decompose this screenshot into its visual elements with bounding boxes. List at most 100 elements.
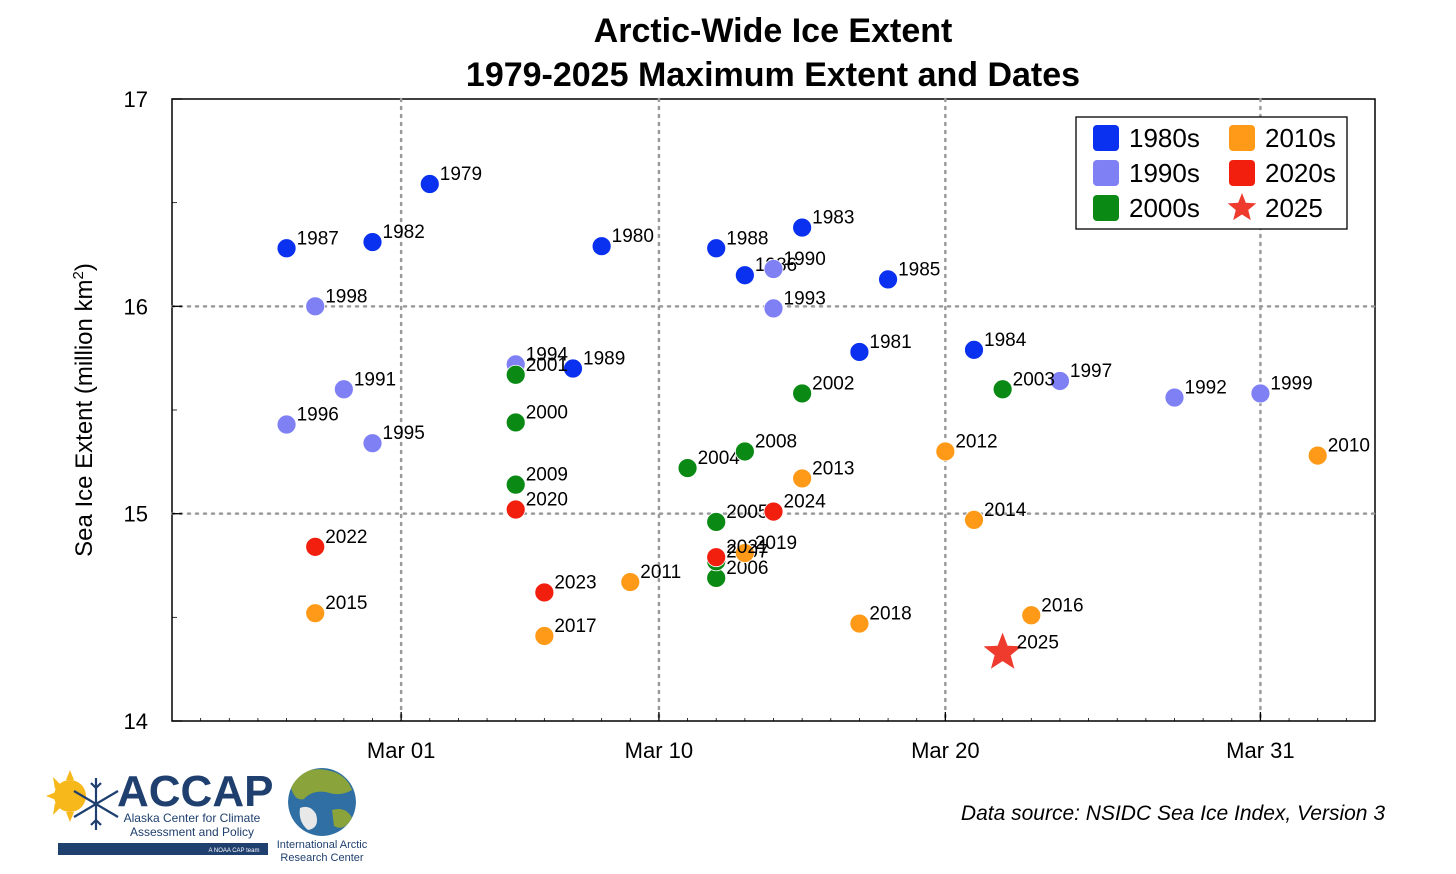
data-point: [1021, 605, 1042, 626]
data-label: 1984: [984, 330, 1027, 351]
data-point: [964, 509, 984, 530]
data-point: [1050, 371, 1070, 391]
data-label: 2009: [526, 465, 568, 486]
data-label: 1990: [784, 249, 826, 270]
data-point-star: [983, 632, 1022, 669]
data-label: 1991: [354, 369, 396, 390]
legend-swatch: [1229, 160, 1255, 186]
x-tick-label: Mar 31: [1226, 738, 1294, 763]
data-label: 2015: [325, 593, 367, 614]
data-point: [305, 536, 326, 557]
data-point: [276, 414, 297, 435]
data-label: 2000: [526, 402, 568, 423]
legend-label: 2000s: [1129, 193, 1200, 223]
y-tick-label: 15: [124, 502, 148, 527]
data-label: 2020: [526, 490, 568, 511]
data-point: [706, 238, 727, 259]
data-label: 2002: [812, 373, 854, 394]
data-label: 1994: [526, 344, 569, 365]
data-point: [534, 626, 555, 646]
data-point: [563, 358, 583, 379]
data-point: [333, 379, 354, 400]
accap-logo: ACCAP Alaska Center for Climate Assessme…: [46, 767, 273, 855]
data-label: 1985: [898, 259, 940, 280]
chart-subtitle: 1979-2025 Maximum Extent and Dates: [466, 56, 1080, 94]
data-point: [505, 474, 526, 495]
y-tick-label: 17: [124, 87, 148, 112]
data-label: 2008: [755, 431, 797, 452]
y-axis-label-main: Sea Ice Extent (million km: [71, 279, 98, 556]
sun-icon: [46, 770, 86, 822]
data-point: [620, 572, 641, 592]
data-point: [734, 441, 755, 462]
accap-tag-bar: [58, 843, 268, 855]
x-tick-label: Mar 01: [367, 738, 435, 763]
data-point: [1250, 383, 1271, 404]
data-point: [992, 379, 1013, 400]
data-point: [849, 613, 870, 634]
data-label: 1992: [1185, 378, 1227, 399]
data-label: 2022: [325, 527, 367, 548]
data-point: [591, 236, 612, 257]
data-label: 1996: [297, 405, 339, 426]
iarc-name-line2: Research Center: [280, 852, 363, 864]
legend-label: 2010s: [1265, 123, 1336, 153]
data-point: [419, 174, 440, 194]
data-point: [792, 383, 813, 404]
data-point: [792, 217, 813, 238]
accap-subtitle-line2: Assessment and Policy: [130, 825, 254, 839]
accap-subtitle-line1: Alaska Center for Climate: [124, 811, 261, 825]
data-label: 1988: [726, 228, 768, 249]
data-point: [849, 342, 870, 362]
data-label: 2011: [640, 562, 681, 583]
data-label: 2025: [1017, 633, 1059, 654]
data-label: 1980: [612, 226, 654, 247]
data-point: [677, 458, 698, 478]
iarc-name-line1: International Arctic: [277, 839, 368, 851]
data-label: 2021: [726, 537, 768, 558]
data-label: 2003: [1013, 369, 1055, 390]
legend-swatch: [1093, 195, 1119, 221]
data-point: [878, 269, 898, 290]
data-label: 1979: [440, 164, 482, 185]
data-point: [362, 232, 383, 252]
iarc-logo: International Arctic Research Center: [277, 768, 368, 864]
data-label: 2016: [1041, 595, 1083, 616]
data-point: [362, 433, 383, 454]
y-tick-label: 14: [124, 709, 148, 734]
data-label: 2018: [869, 604, 911, 625]
data-label: 2023: [554, 572, 596, 593]
y-axis-label-close: ): [71, 263, 98, 271]
globe-icon: [288, 768, 356, 836]
legend-label: 1980s: [1129, 123, 1200, 153]
data-label: 2012: [955, 431, 997, 452]
data-point: [1307, 445, 1328, 466]
legend-swatch: [1093, 160, 1119, 186]
data-point: [935, 441, 956, 462]
legend-swatch: [1093, 125, 1119, 151]
data-point: [305, 603, 326, 624]
data-label: 1987: [297, 228, 339, 249]
data-label: 2005: [726, 502, 768, 523]
legend-label: 2025: [1265, 193, 1323, 223]
data-point: [505, 364, 526, 385]
data-label: 1993: [784, 288, 826, 309]
data-point: [1164, 387, 1185, 408]
data-point: [964, 339, 984, 360]
data-point: [706, 512, 727, 532]
data-label: 1999: [1270, 373, 1312, 394]
data-label: 1989: [583, 349, 625, 370]
data-point: [706, 547, 727, 568]
data-point: [763, 501, 784, 522]
data-label: 2017: [554, 616, 596, 637]
data-point: [792, 468, 813, 489]
y-tick-label: 16: [124, 294, 148, 319]
data-label: 1983: [812, 208, 854, 229]
chart-title: Arctic-Wide Ice Extent: [594, 12, 953, 50]
snowflake-icon: [73, 778, 119, 830]
data-label: 1997: [1070, 361, 1112, 382]
data-label: 1995: [383, 423, 425, 444]
legend-label: 1990s: [1129, 158, 1200, 188]
data-label: 2001: [526, 355, 568, 376]
